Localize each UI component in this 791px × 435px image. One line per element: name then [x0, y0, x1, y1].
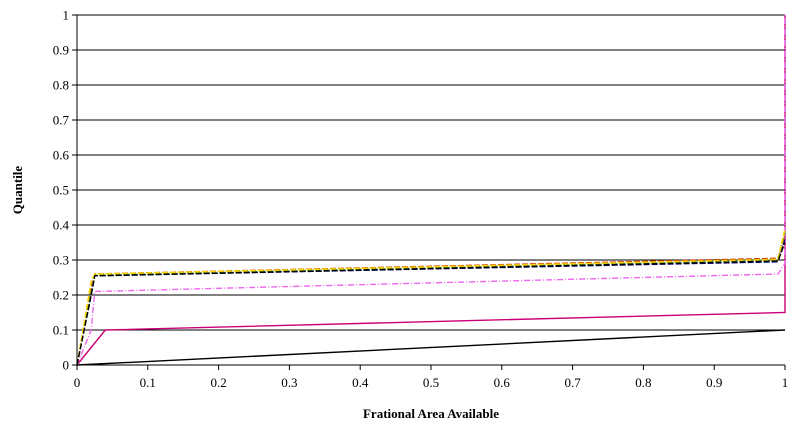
y-tick-label-10: 1 [63, 8, 70, 23]
x-tick-label-5: 0.5 [423, 375, 439, 390]
x-tick-label-4: 0.4 [352, 375, 369, 390]
y-tick-label-5: 0.5 [53, 183, 69, 198]
y-tick-label-7: 0.7 [53, 113, 70, 128]
x-tick-label-6: 0.6 [494, 375, 511, 390]
x-tick-label-0: 0 [74, 375, 81, 390]
series-line-5 [76, 235, 786, 366]
x-tick-label-10: 1 [782, 375, 789, 390]
gridlines [72, 14, 786, 370]
y-axis-title: Quantile [10, 166, 25, 215]
x-axis-title: Frational Area Available [363, 406, 499, 421]
axes [76, 15, 785, 366]
y-tick-label-2: 0.2 [53, 288, 69, 303]
y-tick-label-3: 0.3 [53, 253, 69, 268]
series-line-3 [76, 15, 786, 366]
y-tick-label-9: 0.9 [53, 43, 69, 58]
y-tick-label-4: 0.4 [53, 218, 70, 233]
x-tick-label-8: 0.8 [635, 375, 651, 390]
series-line-1 [76, 329, 786, 366]
x-tick-label-3: 0.3 [281, 375, 297, 390]
series-line-8 [76, 242, 786, 366]
x-tick-label-1: 0.1 [140, 375, 156, 390]
x-tick-label-9: 0.9 [706, 375, 722, 390]
x-tick-label-2: 0.2 [210, 375, 226, 390]
series-lines [76, 15, 786, 366]
series-line-4 [76, 238, 786, 366]
y-tick-labels: 0 0.1 0.2 0.3 0.4 0.5 0.6 0.7 0.8 0.9 1 [53, 8, 70, 373]
y-tick-label-0: 0 [63, 358, 70, 373]
y-tick-label-6: 0.6 [53, 148, 70, 163]
series-line-7 [76, 228, 786, 366]
y-tick-label-8: 0.8 [53, 78, 69, 93]
series-line-6 [76, 231, 786, 366]
y-tick-label-1: 0.1 [53, 323, 69, 338]
x-tick-labels: 0 0.1 0.2 0.3 0.4 0.5 0.6 0.7 0.8 0.9 1 [74, 375, 789, 390]
x-tick-label-7: 0.7 [564, 375, 581, 390]
